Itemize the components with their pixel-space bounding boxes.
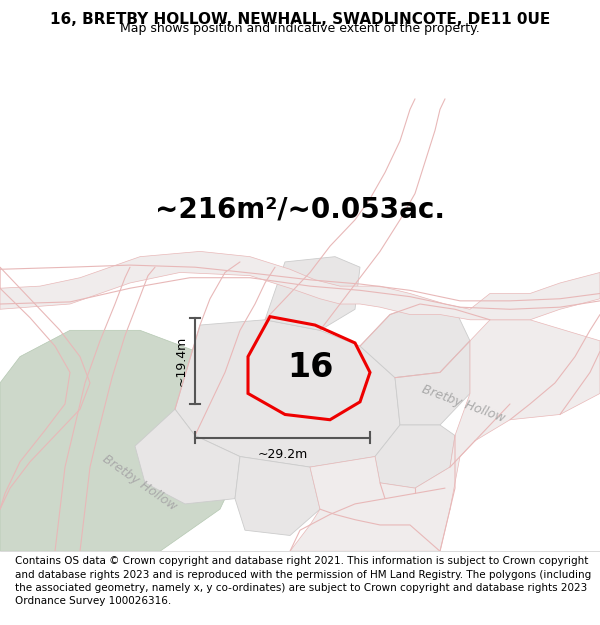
Text: 16, BRETBY HOLLOW, NEWHALL, SWADLINCOTE, DE11 0UE: 16, BRETBY HOLLOW, NEWHALL, SWADLINCOTE,…: [50, 11, 550, 26]
Polygon shape: [0, 330, 250, 551]
Text: Bretby Hollow: Bretby Hollow: [100, 452, 179, 513]
Polygon shape: [265, 257, 360, 330]
Polygon shape: [395, 341, 470, 425]
Polygon shape: [135, 409, 240, 504]
Text: Map shows position and indicative extent of the property.: Map shows position and indicative extent…: [120, 22, 480, 34]
Polygon shape: [235, 456, 320, 536]
Text: ~19.4m: ~19.4m: [175, 336, 187, 386]
Text: ~29.2m: ~29.2m: [257, 448, 308, 461]
Polygon shape: [290, 320, 600, 551]
Polygon shape: [0, 251, 600, 320]
Polygon shape: [175, 320, 400, 467]
Text: 16: 16: [287, 351, 333, 384]
Text: ~216m²/~0.053ac.: ~216m²/~0.053ac.: [155, 196, 445, 223]
Text: Bretby Hollow: Bretby Hollow: [420, 383, 506, 425]
Text: Contains OS data © Crown copyright and database right 2021. This information is : Contains OS data © Crown copyright and d…: [15, 556, 591, 606]
Polygon shape: [375, 425, 455, 488]
Polygon shape: [360, 304, 470, 378]
